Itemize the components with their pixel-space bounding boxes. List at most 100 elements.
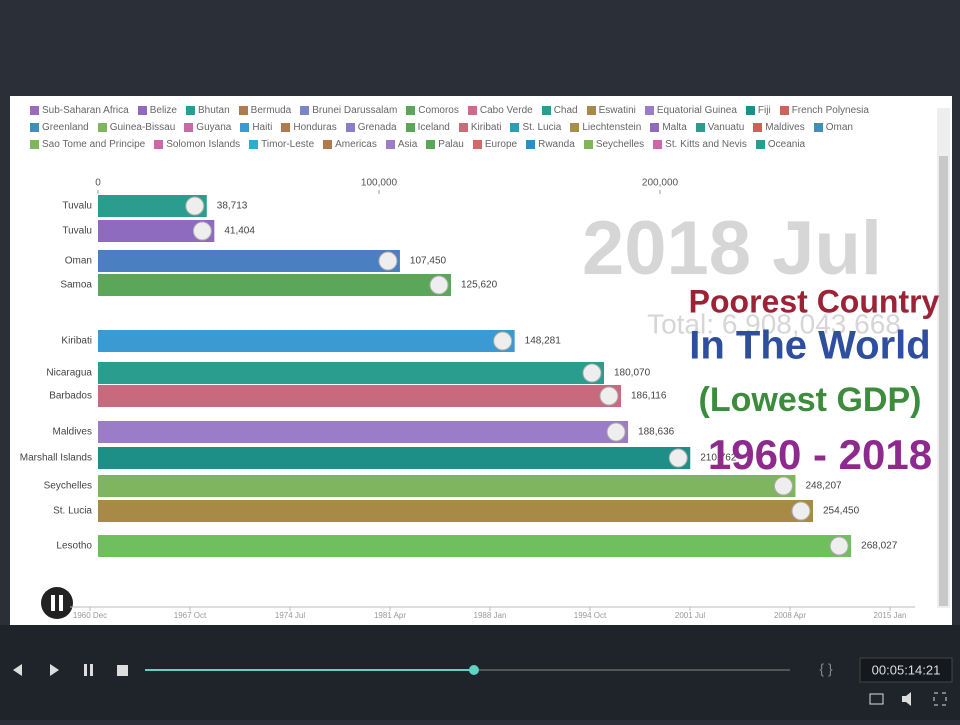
bar — [98, 535, 852, 557]
legend-swatch — [345, 123, 355, 132]
value-label: 38,713 — [217, 201, 248, 212]
legend-swatch — [583, 140, 593, 149]
legend-label: Sao Tome and Principe — [42, 139, 146, 150]
flag — [185, 196, 205, 216]
icon — [59, 595, 63, 611]
legend-item: Belize — [137, 102, 177, 119]
timeline-label: 1988 Jan — [474, 611, 507, 620]
scroll-thumb[interactable] — [939, 156, 948, 606]
legend-swatch — [30, 106, 39, 115]
timeline-label: 1974 Jul — [275, 611, 305, 620]
legend-label: Comoros — [418, 105, 459, 116]
legend-label: Asia — [397, 139, 418, 150]
value-label: 107,450 — [410, 256, 447, 267]
stop-button[interactable] — [117, 665, 128, 676]
icon — [51, 595, 55, 611]
bar — [98, 195, 207, 217]
legend-item: Solomon Islands — [154, 136, 240, 153]
legend-swatch — [323, 140, 333, 149]
value-label: 41,404 — [224, 226, 255, 237]
seek-handle[interactable] — [468, 665, 479, 675]
overlay-text: In The World — [689, 324, 930, 368]
bar — [98, 362, 604, 384]
timeline-label: 2001 Jul — [675, 611, 705, 620]
flag — [582, 363, 602, 383]
legend-label: Bermuda — [250, 105, 292, 116]
legend-label: Rwanda — [538, 139, 575, 150]
volume-button[interactable] — [902, 692, 911, 706]
legend-item: Rwanda — [526, 136, 575, 153]
legend-label: Cabo Verde — [479, 105, 533, 116]
play-button[interactable] — [50, 664, 59, 676]
value-label: 210,762 — [700, 453, 737, 464]
legend-item: Asia — [385, 136, 418, 153]
legend-item: Equatorial Guinea — [644, 102, 737, 119]
bar-label: Seychelles — [44, 481, 92, 492]
legend-item: Europe — [472, 136, 517, 153]
value-label: 148,281 — [525, 336, 562, 347]
legend-swatch — [813, 123, 823, 132]
legend-item: Comoros — [406, 102, 459, 119]
flag — [668, 448, 688, 468]
x-tick-label: 100,000 — [361, 178, 398, 189]
legend-item: Bermuda — [238, 102, 292, 119]
flag — [829, 536, 849, 556]
bar-label: Lesotho — [56, 541, 92, 552]
legend-swatch — [653, 140, 663, 149]
legend-item: Americas — [323, 136, 377, 153]
legend-swatch — [510, 123, 520, 132]
legend-swatch — [30, 123, 39, 132]
pause-button[interactable] — [84, 664, 87, 676]
legend-swatch — [644, 106, 654, 115]
legend-label: Oceania — [767, 139, 806, 150]
time-display: 00:05:14:21 — [872, 662, 941, 677]
legend-item: Brunei Darussalam — [300, 102, 397, 119]
legend-label: Haiti — [252, 122, 273, 133]
legend-swatch — [586, 106, 596, 115]
overlay-text: (Lowest GDP) — [699, 381, 922, 419]
x-tick-label: 0 — [95, 178, 101, 189]
mark-buttons[interactable]: { } — [819, 661, 833, 677]
legend-swatch — [154, 140, 164, 149]
legend-item: St. Kitts and Nevis — [653, 136, 747, 153]
legend-item: Maldives — [753, 119, 805, 136]
legend-swatch — [385, 140, 395, 149]
controls: { } 00:05:14:21 — [13, 657, 953, 706]
pause-button[interactable] — [41, 587, 73, 619]
overlay-text: 1960 - 2018 — [708, 431, 932, 478]
legend-swatch — [137, 106, 147, 115]
legend-label: Kiribati — [470, 122, 502, 133]
legend-item: Sub-Saharan Africa — [30, 102, 129, 119]
legend-item: Chad — [541, 102, 578, 119]
legend-label: French Polynesia — [791, 105, 869, 116]
legend-label: St. Lucia — [522, 122, 562, 133]
legend-swatch — [185, 106, 195, 115]
video-frame: Sub-Saharan Africa Belize Bhutan Bermuda Bru… — [10, 96, 952, 625]
legend-item: St. Lucia — [510, 119, 561, 136]
bar — [98, 220, 215, 242]
legend-swatch — [426, 140, 436, 149]
legend-label: Honduras — [293, 122, 337, 133]
timeline-label: 1967 Oct — [174, 611, 207, 620]
legend-item: Oman — [813, 119, 853, 136]
legend-label: Vanuatu — [707, 122, 745, 133]
pause-button[interactable] — [90, 664, 93, 676]
legend-label: Seychelles — [595, 139, 645, 150]
bar-label: St. Lucia — [53, 506, 92, 517]
legend-swatch — [753, 123, 763, 132]
timeline-label: 1994 Oct — [574, 611, 607, 620]
legend-label: Sub-Saharan Africa — [42, 105, 129, 116]
bar — [98, 421, 629, 443]
value-label: 248,207 — [805, 481, 842, 492]
legend-label: Guyana — [196, 122, 232, 133]
legend-item: Grenada — [345, 119, 397, 136]
legend-item: French Polynesia — [779, 102, 869, 119]
time-box — [859, 657, 953, 683]
snapshot-button[interactable] — [869, 693, 884, 705]
legend-swatch — [472, 140, 482, 149]
fullscreen-button[interactable] — [933, 692, 947, 706]
prev-frame-button[interactable] — [13, 664, 22, 676]
legend-label: Greenland — [42, 122, 89, 133]
flag — [378, 251, 398, 271]
